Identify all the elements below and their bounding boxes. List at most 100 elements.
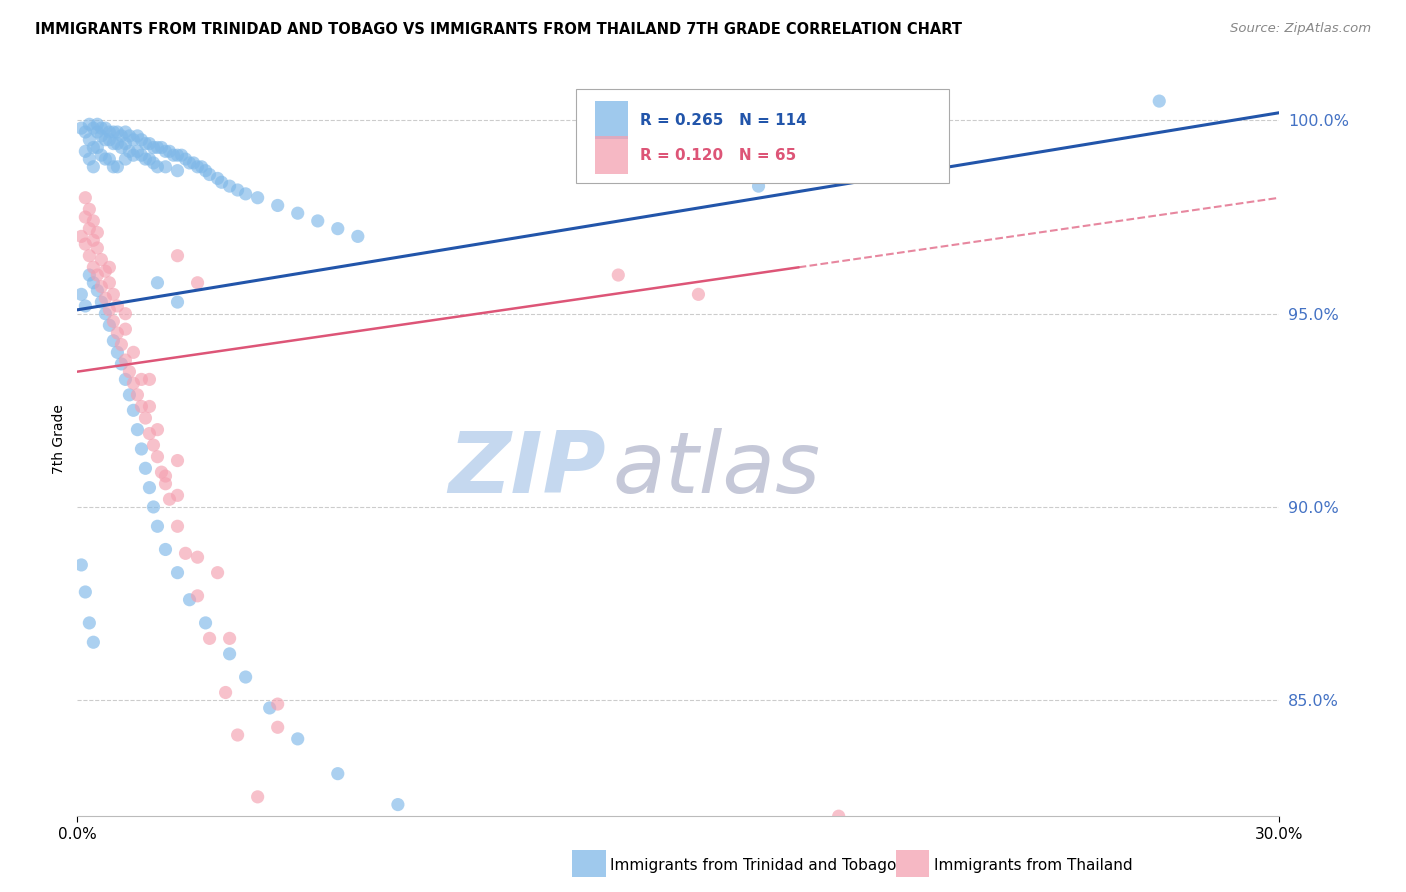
- Point: [118, 388, 141, 402]
- Point: [79, 117, 101, 131]
- Point: [110, 128, 132, 143]
- Point: [166, 148, 188, 162]
- Point: [146, 160, 169, 174]
- Point: [134, 136, 156, 151]
- Point: [146, 519, 169, 533]
- Point: [103, 314, 125, 328]
- Point: [79, 133, 101, 147]
- Point: [146, 450, 169, 464]
- Point: [307, 214, 329, 228]
- Point: [82, 121, 104, 136]
- Point: [75, 210, 97, 224]
- Point: [90, 295, 112, 310]
- Point: [94, 307, 117, 321]
- Point: [166, 163, 188, 178]
- Point: [179, 592, 201, 607]
- Point: [127, 388, 149, 402]
- Point: [103, 125, 125, 139]
- Point: [114, 136, 136, 151]
- Point: [226, 183, 249, 197]
- Point: [110, 357, 132, 371]
- Point: [146, 423, 169, 437]
- Point: [82, 233, 104, 247]
- Point: [107, 136, 129, 151]
- Point: [326, 221, 349, 235]
- Point: [107, 160, 129, 174]
- Point: [90, 121, 112, 136]
- Point: [134, 411, 156, 425]
- Point: [79, 202, 101, 217]
- Point: [103, 287, 125, 301]
- Text: atlas: atlas: [612, 428, 820, 511]
- Point: [186, 276, 209, 290]
- Point: [70, 121, 93, 136]
- Point: [347, 229, 370, 244]
- Point: [186, 550, 209, 565]
- Point: [98, 133, 121, 147]
- Point: [186, 160, 209, 174]
- Point: [110, 337, 132, 351]
- Point: [94, 121, 117, 136]
- Point: [748, 179, 770, 194]
- FancyBboxPatch shape: [576, 89, 949, 183]
- Point: [218, 632, 240, 646]
- Point: [131, 148, 153, 162]
- Point: [131, 372, 153, 386]
- Point: [131, 133, 153, 147]
- Point: [86, 125, 108, 139]
- Point: [98, 152, 121, 166]
- Point: [98, 302, 121, 317]
- Point: [98, 260, 121, 275]
- Point: [75, 585, 97, 599]
- Point: [103, 136, 125, 151]
- Point: [214, 685, 236, 699]
- Point: [150, 140, 173, 154]
- Point: [114, 372, 136, 386]
- Point: [166, 249, 188, 263]
- Text: R = 0.265   N = 114: R = 0.265 N = 114: [640, 113, 807, 128]
- Point: [122, 148, 145, 162]
- Point: [90, 279, 112, 293]
- Point: [142, 140, 165, 154]
- Point: [134, 152, 156, 166]
- Point: [194, 615, 217, 630]
- Text: IMMIGRANTS FROM TRINIDAD AND TOBAGO VS IMMIGRANTS FROM THAILAND 7TH GRADE CORREL: IMMIGRANTS FROM TRINIDAD AND TOBAGO VS I…: [35, 22, 962, 37]
- Point: [107, 345, 129, 359]
- Point: [246, 789, 269, 804]
- Point: [174, 546, 197, 560]
- Point: [70, 558, 93, 572]
- Point: [138, 152, 160, 166]
- Point: [287, 206, 309, 220]
- Point: [94, 264, 117, 278]
- Point: [82, 214, 104, 228]
- Point: [198, 632, 221, 646]
- Point: [138, 426, 160, 441]
- Point: [162, 148, 184, 162]
- Point: [218, 647, 240, 661]
- Point: [134, 461, 156, 475]
- Point: [79, 615, 101, 630]
- Point: [79, 249, 101, 263]
- Point: [159, 492, 181, 507]
- Point: [174, 152, 197, 166]
- FancyBboxPatch shape: [596, 101, 628, 138]
- Point: [146, 276, 169, 290]
- Point: [1149, 94, 1171, 108]
- Point: [127, 423, 149, 437]
- Point: [166, 519, 188, 533]
- Point: [138, 400, 160, 414]
- Point: [98, 125, 121, 139]
- Point: [94, 133, 117, 147]
- Text: Immigrants from Trinidad and Tobago: Immigrants from Trinidad and Tobago: [610, 858, 897, 872]
- Point: [75, 145, 97, 159]
- Point: [142, 438, 165, 452]
- Point: [98, 276, 121, 290]
- Point: [155, 160, 177, 174]
- Point: [138, 372, 160, 386]
- Point: [118, 128, 141, 143]
- Point: [159, 145, 181, 159]
- Point: [166, 488, 188, 502]
- Point: [122, 376, 145, 391]
- Point: [103, 334, 125, 348]
- Point: [155, 145, 177, 159]
